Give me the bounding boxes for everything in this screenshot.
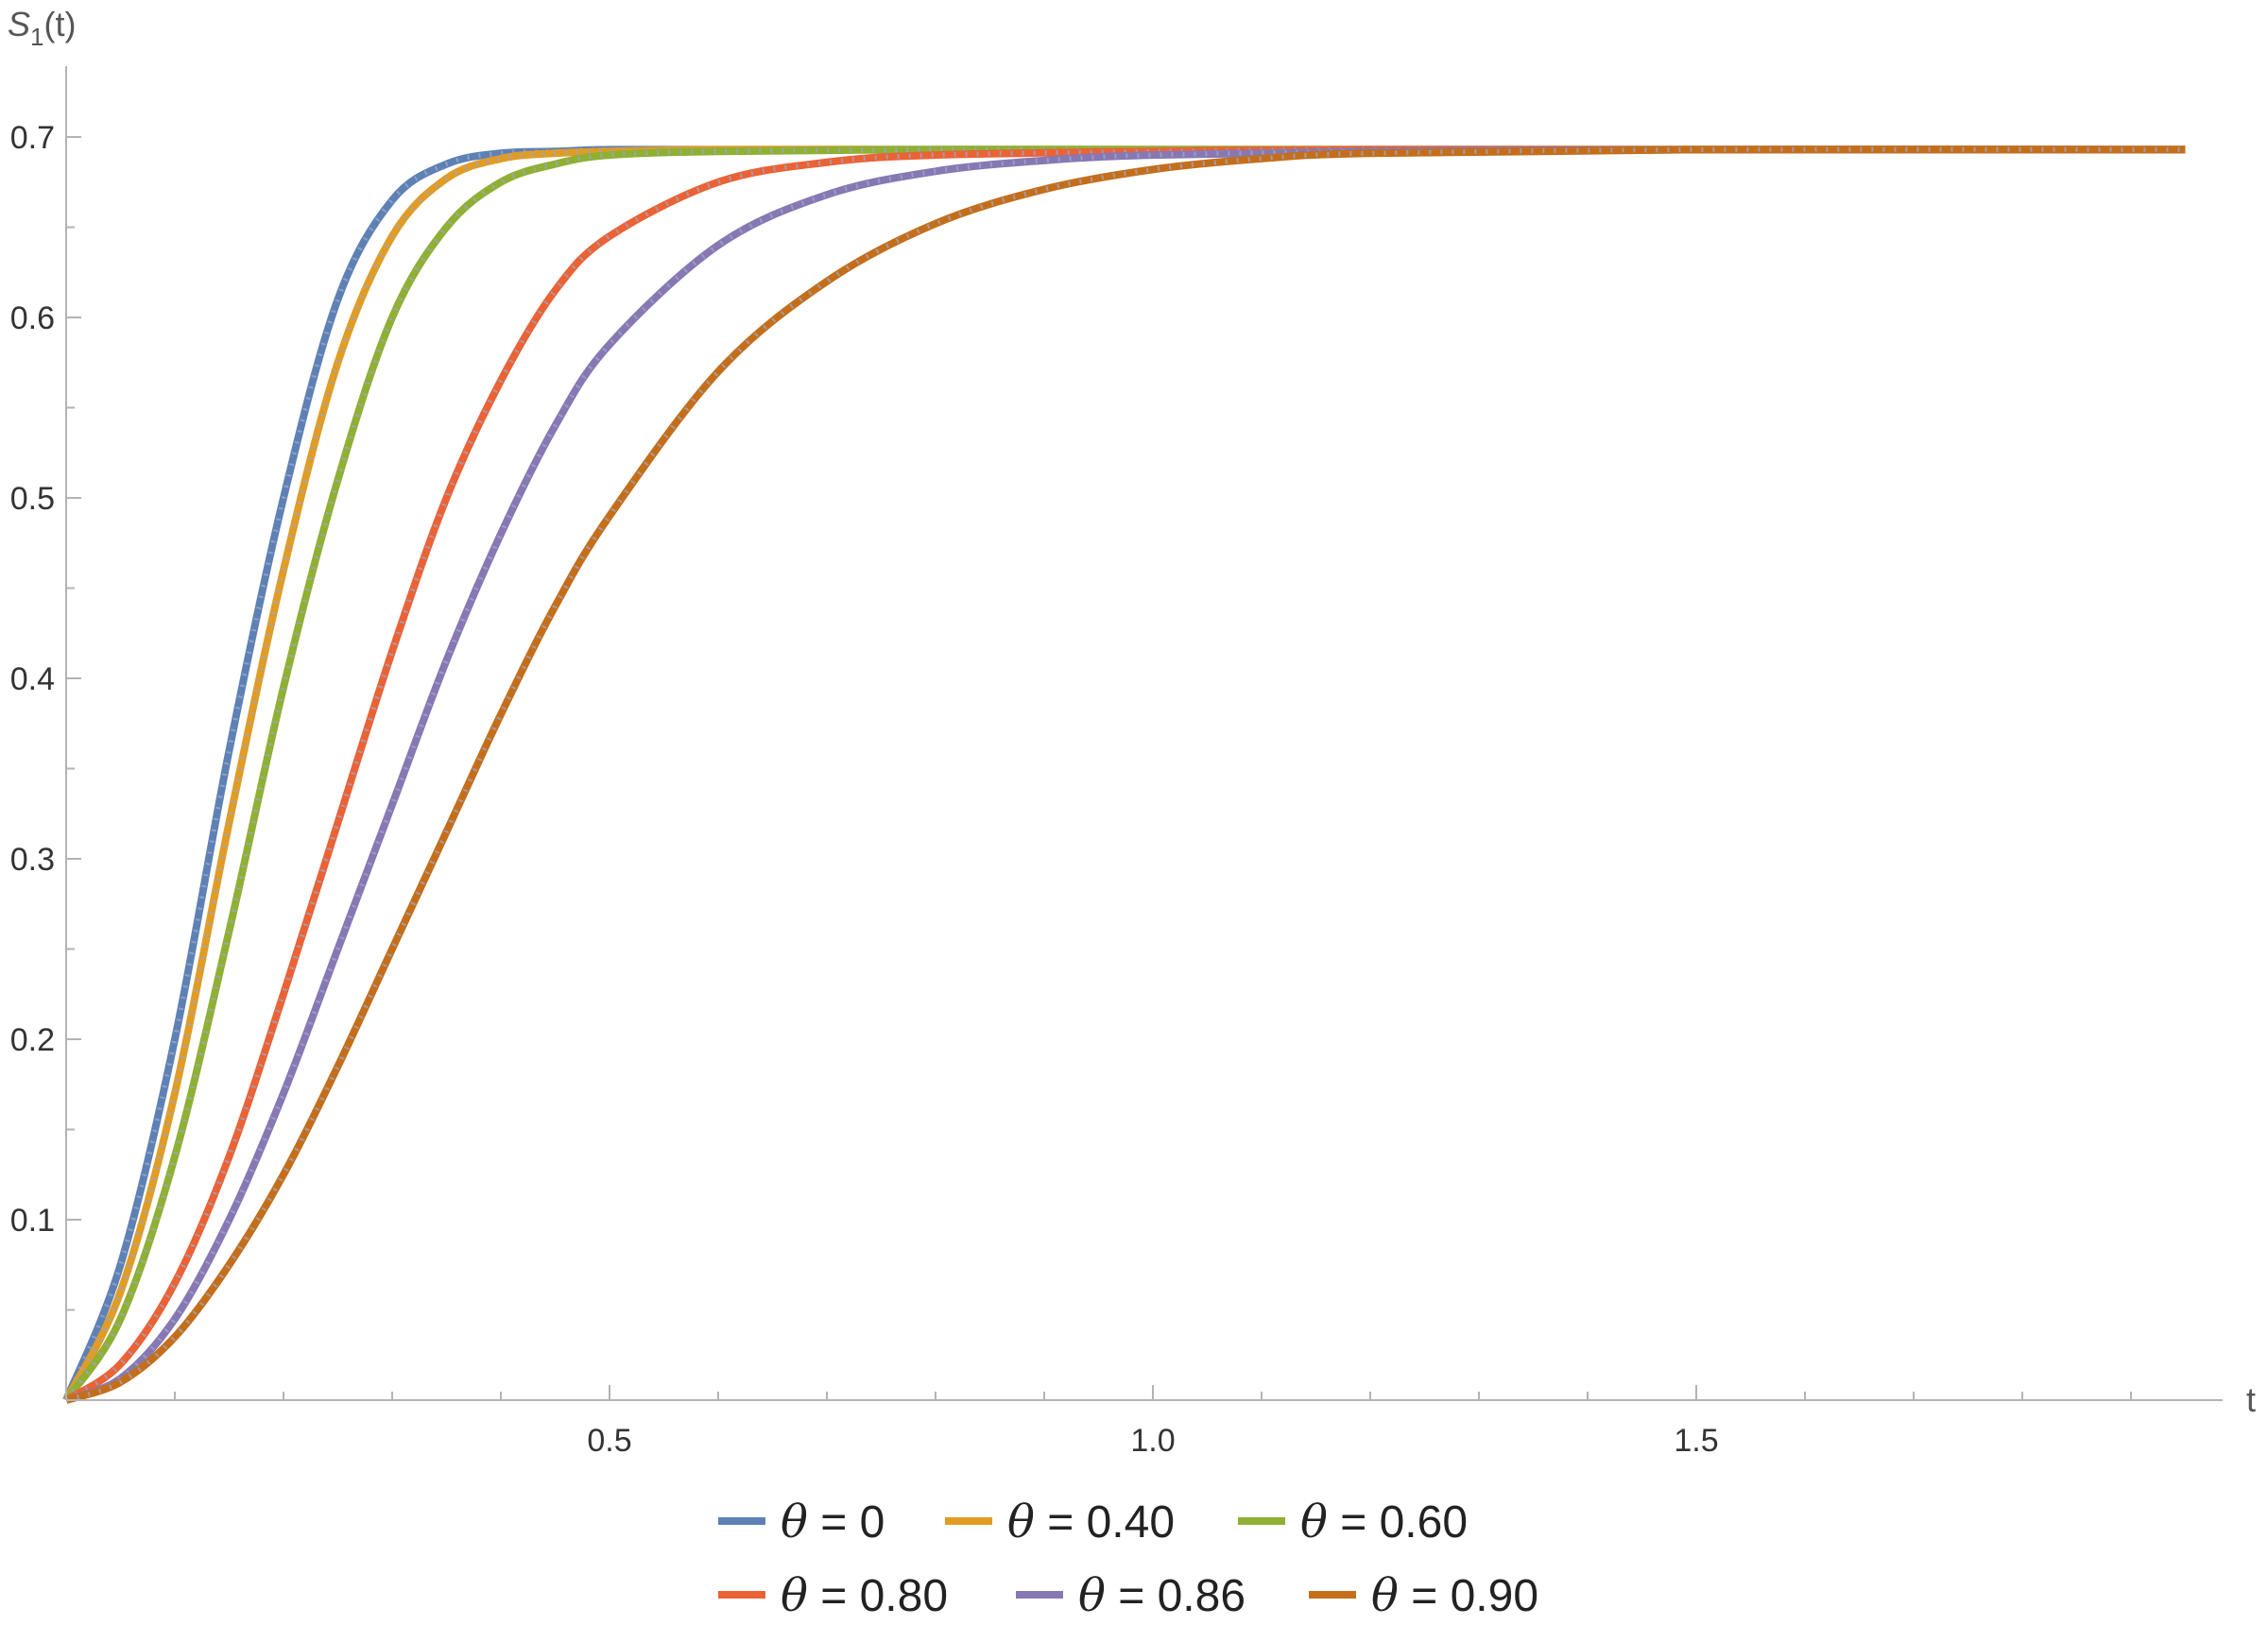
legend-value: = 0.80	[808, 1571, 948, 1621]
legend-theta-symbol: θ	[781, 1569, 808, 1622]
legend-item: θ = 0.80	[718, 1569, 948, 1622]
legend-value: = 0.86	[1106, 1571, 1246, 1621]
legend-value: = 0.60	[1328, 1497, 1468, 1548]
legend-item: θ = 0.60	[1238, 1496, 1468, 1548]
legend-label: θ = 0.60	[1300, 1496, 1468, 1548]
x-tick-label: 1.0	[1130, 1423, 1175, 1459]
legend-label: θ = 0.80	[781, 1569, 948, 1622]
legend-label: θ = 0	[781, 1496, 885, 1548]
legend-item: θ = 0.90	[1309, 1569, 1538, 1622]
legend-label: θ = 0.86	[1078, 1569, 1246, 1622]
legend-item: θ = 0	[718, 1496, 885, 1548]
legend-item: θ = 0.86	[1016, 1569, 1246, 1622]
legend-value: = 0.90	[1399, 1571, 1538, 1621]
legend-theta-symbol: θ	[1300, 1496, 1328, 1548]
y-tick-label: 0.2	[10, 1022, 55, 1058]
y-axis-title-main: S	[8, 5, 30, 43]
legend-label: θ = 0.40	[1007, 1496, 1175, 1548]
legend-value: = 0.40	[1035, 1497, 1175, 1548]
series-line	[62, 145, 2186, 1403]
plot-lines	[62, 145, 2186, 1404]
y-axis-title-sub: 1	[30, 23, 43, 51]
y-tick-label: 0.6	[10, 300, 55, 336]
legend-theta-symbol: θ	[781, 1496, 808, 1548]
y-tick-label: 0.7	[10, 120, 55, 156]
legend-value: = 0	[808, 1497, 885, 1548]
y-axis-title: S1(t)	[8, 5, 76, 51]
y-tick-label: 0.4	[10, 661, 55, 697]
y-tick-label: 0.5	[10, 481, 55, 517]
axes: 0.5 1.0 1.5 0.1 0.2 0.3 0.4 0.5 0.6 0.7 t S1(t)	[8, 5, 2256, 1459]
legend-theta-symbol: θ	[1371, 1569, 1399, 1622]
legend-theta-symbol: θ	[1078, 1569, 1106, 1622]
legend-label: θ = 0.90	[1371, 1569, 1538, 1622]
x-axis-title: t	[2246, 1380, 2256, 1419]
x-ticks: 0.5 1.0 1.5	[174, 1385, 2132, 1459]
x-tick-label: 0.5	[587, 1423, 631, 1459]
legend-item: θ = 0.40	[945, 1496, 1175, 1548]
y-tick-label: 0.1	[10, 1203, 55, 1239]
y-axis-title-suffix: (t)	[43, 5, 76, 43]
series-markers	[65, 146, 2186, 1403]
y-tick-label: 0.3	[10, 842, 55, 878]
x-tick-label: 1.5	[1674, 1423, 1718, 1459]
series-markers	[63, 146, 2186, 1402]
legend-theta-symbol: θ	[1007, 1496, 1035, 1548]
y-ticks: 0.1 0.2 0.3 0.4 0.5 0.6 0.7	[10, 120, 81, 1311]
